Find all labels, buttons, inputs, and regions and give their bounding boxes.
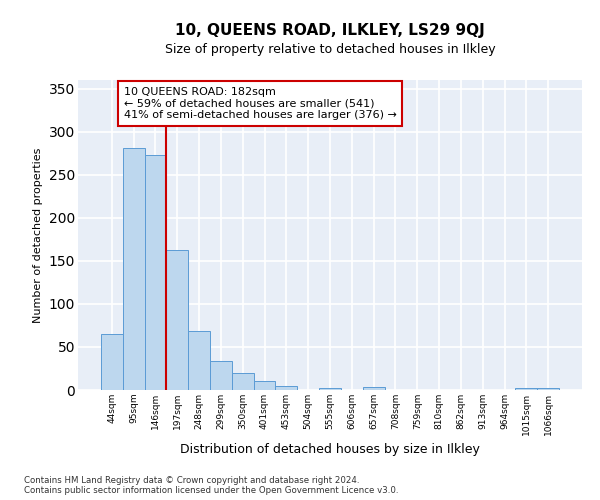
X-axis label: Distribution of detached houses by size in Ilkley: Distribution of detached houses by size … [180,443,480,456]
Bar [515,388,537,390]
Bar [537,388,559,390]
Text: 10 QUEENS ROAD: 182sqm
← 59% of detached houses are smaller (541)
41% of semi-de: 10 QUEENS ROAD: 182sqm ← 59% of detached… [124,87,397,120]
Text: 10, QUEENS ROAD, ILKLEY, LS29 9QJ: 10, QUEENS ROAD, ILKLEY, LS29 9QJ [175,22,485,38]
Bar [123,148,145,390]
Bar [188,332,210,390]
Bar [363,388,385,390]
Text: Size of property relative to detached houses in Ilkley: Size of property relative to detached ho… [164,42,496,56]
Bar [166,250,188,390]
Bar [145,155,166,390]
Bar [210,360,232,390]
Text: Contains HM Land Registry data © Crown copyright and database right 2024.
Contai: Contains HM Land Registry data © Crown c… [24,476,398,495]
Bar [275,386,297,390]
Y-axis label: Number of detached properties: Number of detached properties [33,148,43,322]
Bar [254,382,275,390]
Bar [232,373,254,390]
Bar [319,388,341,390]
Bar [101,334,123,390]
